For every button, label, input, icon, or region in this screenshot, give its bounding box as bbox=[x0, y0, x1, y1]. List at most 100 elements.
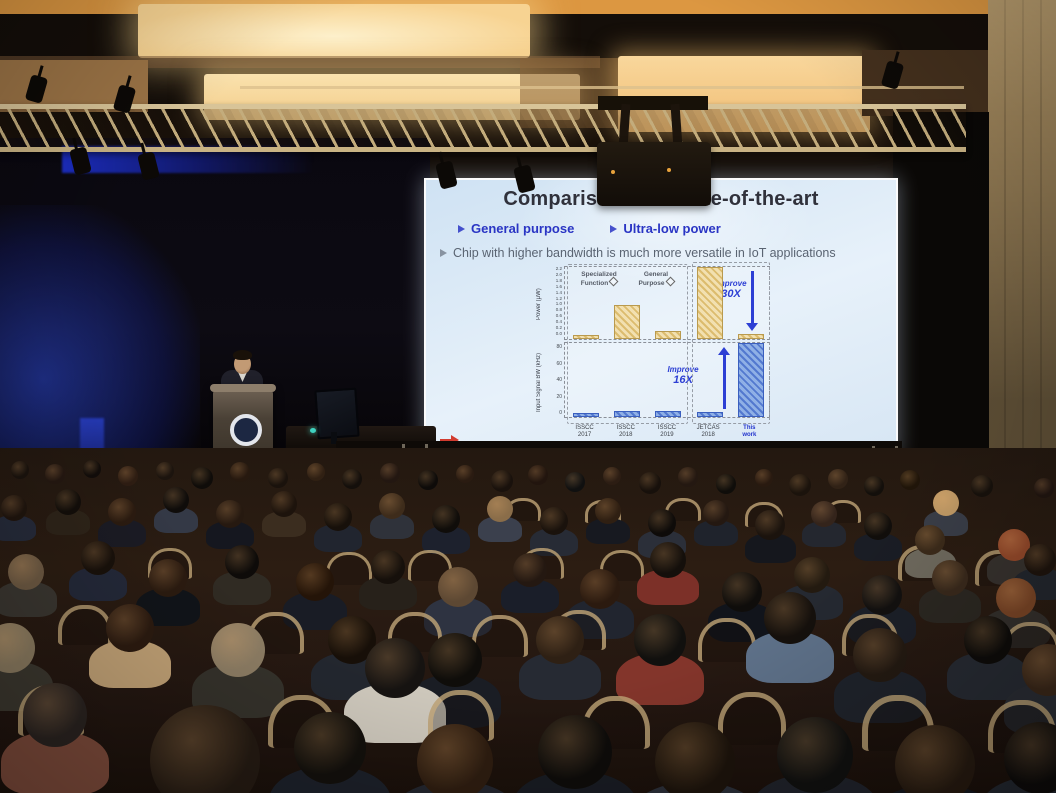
audience-head bbox=[108, 498, 136, 526]
ytick: 40 bbox=[556, 377, 562, 383]
group-label-general: General Purpose bbox=[631, 271, 681, 287]
ceiling-rail bbox=[240, 86, 964, 89]
x-tick-line: work bbox=[742, 432, 757, 438]
x-tick-line: ISSCC bbox=[616, 425, 635, 431]
annotation-improve-30x: Improve 30X bbox=[715, 279, 747, 301]
audience-head bbox=[268, 468, 288, 488]
up-arrowhead-icon bbox=[718, 347, 730, 355]
audience-head bbox=[932, 560, 968, 596]
audience-head bbox=[603, 467, 621, 485]
audience-head bbox=[764, 592, 816, 644]
chair-back bbox=[718, 692, 786, 745]
projector bbox=[597, 142, 711, 206]
lighting-truss bbox=[0, 104, 966, 152]
yticks-bw: 80 60 40 20 0 bbox=[548, 344, 562, 416]
podium-logo bbox=[230, 414, 262, 446]
audience-head bbox=[678, 467, 698, 487]
audience-head bbox=[428, 633, 482, 687]
audience-head bbox=[487, 496, 513, 522]
audience-head bbox=[895, 725, 975, 793]
ytick: 1.4 bbox=[555, 289, 562, 295]
bullet-general-purpose: General purpose bbox=[458, 221, 574, 236]
audience-head bbox=[156, 462, 174, 480]
audience-head bbox=[811, 501, 837, 527]
audience-head bbox=[1, 495, 27, 521]
slide-bullet-row-2: Chip with higher bandwidth is much more … bbox=[440, 246, 836, 260]
audience-head bbox=[565, 472, 585, 492]
audience-head bbox=[106, 604, 154, 652]
audience-head bbox=[432, 505, 460, 533]
y-axis-label-power: Power (μW) bbox=[536, 288, 542, 320]
indicator-light bbox=[310, 428, 316, 433]
audience-head bbox=[777, 717, 853, 793]
x-tick-label: This work bbox=[729, 425, 770, 439]
ytick: 1.6 bbox=[555, 283, 562, 289]
ceiling-light-panel bbox=[138, 4, 530, 58]
slide: Comparison with state-of-the-art General… bbox=[426, 180, 896, 454]
audience-head bbox=[755, 510, 785, 540]
ceiling-seam bbox=[0, 56, 600, 68]
audience-head bbox=[191, 467, 213, 489]
ytick: 1.2 bbox=[555, 295, 562, 301]
audience-head bbox=[163, 487, 189, 513]
chart-bar bbox=[696, 412, 723, 417]
x-tick-line: ISSCC bbox=[657, 425, 677, 431]
projector-indicator-light bbox=[611, 170, 615, 174]
bullet-label: Chip with higher bandwidth is much more … bbox=[453, 246, 836, 260]
up-arrow-icon bbox=[723, 353, 726, 409]
audience-head bbox=[271, 491, 297, 517]
ytick: 2.2 bbox=[555, 266, 562, 271]
annotation-improve-16x: Improve 16X bbox=[667, 365, 699, 387]
audience-head bbox=[230, 462, 250, 482]
audience-head bbox=[755, 469, 773, 487]
chart-bar bbox=[655, 330, 682, 339]
shape-icon bbox=[665, 276, 675, 287]
audience-head bbox=[81, 541, 115, 575]
audience-head bbox=[225, 545, 259, 579]
x-tick-label: ISSCC 2019 bbox=[646, 425, 687, 439]
x-tick-line: ISSCC bbox=[575, 425, 594, 431]
ytick: 1.8 bbox=[555, 277, 562, 283]
presenter-shirt bbox=[238, 372, 247, 382]
audience-head bbox=[722, 572, 762, 612]
bullet-arrow-icon bbox=[458, 224, 465, 233]
audience-head bbox=[8, 554, 44, 590]
audience bbox=[0, 448, 1056, 793]
audience-head bbox=[23, 683, 87, 747]
audience-head bbox=[342, 469, 362, 489]
chart-bar bbox=[614, 305, 641, 339]
audience-head bbox=[964, 616, 1012, 664]
shape-icon bbox=[608, 276, 619, 287]
bullet-label: Ultra-low power bbox=[623, 221, 721, 236]
audience-head bbox=[45, 464, 65, 484]
x-tick-line: 2018 bbox=[701, 432, 715, 438]
audience-head bbox=[1022, 644, 1056, 696]
bullet-arrow-icon bbox=[440, 249, 447, 257]
chart-bar bbox=[573, 413, 599, 417]
audience-head bbox=[211, 623, 265, 677]
audience-head bbox=[216, 500, 244, 528]
right-wall-shade bbox=[988, 0, 1056, 470]
chart-bar bbox=[737, 343, 764, 417]
x-tick-line: 2018 bbox=[619, 432, 633, 438]
projector-mount-beam bbox=[598, 96, 708, 110]
chart-bar bbox=[737, 333, 764, 339]
audience-head bbox=[538, 715, 612, 789]
audience-head bbox=[11, 461, 29, 479]
x-tick-line: JETCAS bbox=[696, 425, 720, 431]
audience-head bbox=[1024, 544, 1056, 576]
plot-area: Specialized Function General Purpose Imp… bbox=[564, 262, 770, 424]
audience-head bbox=[639, 472, 661, 494]
down-arrow-icon bbox=[751, 271, 754, 325]
down-arrowhead-icon bbox=[746, 323, 758, 331]
chair-back bbox=[472, 615, 528, 657]
audience-head bbox=[1034, 478, 1054, 498]
slide-bullet-row-1: General purpose Ultra-low power bbox=[458, 221, 721, 236]
slide-pointer-arrow-icon bbox=[440, 435, 459, 445]
ytick: 1.0 bbox=[555, 301, 562, 307]
audience-head bbox=[491, 470, 513, 492]
audience-head bbox=[595, 498, 621, 524]
ytick: 0.2 bbox=[555, 325, 562, 331]
audience-head bbox=[828, 469, 848, 489]
